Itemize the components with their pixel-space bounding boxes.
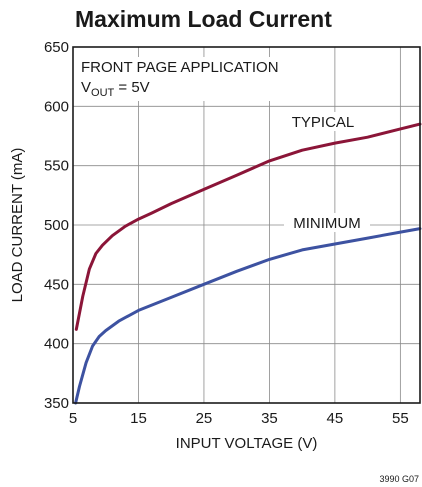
annotation-background <box>76 57 288 101</box>
x-axis-label: INPUT VOLTAGE (V) <box>176 435 318 452</box>
series-label-minimum: MINIMUM <box>293 215 361 232</box>
y-tick-label: 550 <box>44 158 69 175</box>
y-tick-label: 450 <box>44 276 69 293</box>
series-line-typical <box>74 122 422 331</box>
series-label-bg <box>288 112 358 131</box>
y-tick-label: 600 <box>44 98 69 115</box>
x-tick-label: 5 <box>69 410 77 427</box>
x-tick-label: 35 <box>261 410 278 427</box>
figure-code: 3990 G07 <box>379 474 419 484</box>
annotation-line-2: VOUT = 5V <box>81 79 150 99</box>
y-tick-label: 650 <box>44 39 69 56</box>
x-tick-label: 45 <box>327 410 344 427</box>
annotation-value: = 5V <box>114 79 149 96</box>
x-tick-label: 15 <box>130 410 147 427</box>
y-tick-label: 500 <box>44 217 69 234</box>
y-axis-label: LOAD CURRENT (mA) <box>9 148 26 303</box>
x-tick-label: 55 <box>392 410 409 427</box>
series-labels: TYPICAL MINIMUM <box>284 112 370 232</box>
chart-title: Maximum Load Current <box>75 6 332 32</box>
series-label-bg <box>284 213 370 232</box>
plot-frame <box>72 46 421 404</box>
y-tick-labels: 350 400 450 500 550 600 650 <box>44 39 69 412</box>
series-line-minimum <box>74 227 422 405</box>
y-tick-label: 350 <box>44 395 69 412</box>
series-layer <box>74 122 422 405</box>
annotation-line-1: FRONT PAGE APPLICATION <box>81 59 279 76</box>
y-tick-label: 400 <box>44 336 69 353</box>
series-label-typical: TYPICAL <box>292 114 355 131</box>
annotation-v: V <box>81 79 91 96</box>
x-tick-labels: 5 15 25 35 45 55 <box>69 410 409 427</box>
annotation-subscript: OUT <box>91 87 115 99</box>
x-tick-label: 25 <box>196 410 213 427</box>
